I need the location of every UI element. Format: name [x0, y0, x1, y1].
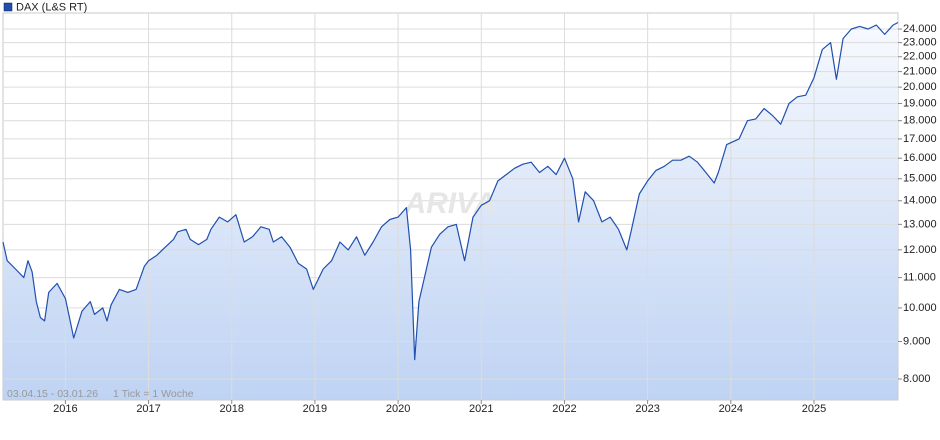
- y-tick-label: 10.000: [903, 302, 937, 314]
- y-tick-label: 24.000: [903, 23, 937, 35]
- y-tick-label: 18.000: [903, 115, 937, 127]
- y-tick-label: 21.000: [903, 65, 937, 77]
- y-tick-label: 9.000: [903, 335, 931, 347]
- y-tick-label: 20.000: [903, 81, 937, 93]
- tick-note: 1 Tick = 1 Woche: [113, 388, 194, 400]
- legend-label: DAX (L&S RT): [16, 1, 87, 13]
- y-tick-label: 19.000: [903, 97, 937, 109]
- x-tick-label: 2025: [802, 403, 826, 415]
- x-tick-label: 2022: [552, 403, 576, 415]
- x-tick-label: 2021: [469, 403, 493, 415]
- x-tick-label: 2019: [303, 403, 327, 415]
- x-tick-label: 2018: [219, 403, 243, 415]
- x-tick-label: 2023: [635, 403, 659, 415]
- range-note: 03.04.15 - 03.01.26: [7, 388, 98, 400]
- y-tick-label: 14.000: [903, 195, 937, 207]
- y-tick-label: 17.000: [903, 133, 937, 145]
- y-tick-label: 8.000: [903, 373, 931, 385]
- y-tick-label: 13.000: [903, 218, 937, 230]
- x-tick-label: 2016: [53, 403, 77, 415]
- y-tick-label: 12.000: [903, 244, 937, 256]
- y-tick-label: 16.000: [903, 152, 937, 164]
- legend-swatch: [3, 2, 13, 12]
- line: [2, 21, 899, 361]
- y-tick-label: 15.000: [903, 173, 937, 185]
- y-tick-label: 11.000: [903, 271, 936, 283]
- x-tick-label: 2017: [136, 403, 160, 415]
- x-tick-label: 2020: [386, 403, 410, 415]
- y-tick-label: 22.000: [903, 51, 937, 63]
- y-tick-label: 23.000: [903, 37, 937, 49]
- watermark: ARIVA: [403, 187, 495, 220]
- area: [3, 22, 898, 400]
- x-tick-label: 2024: [719, 403, 743, 415]
